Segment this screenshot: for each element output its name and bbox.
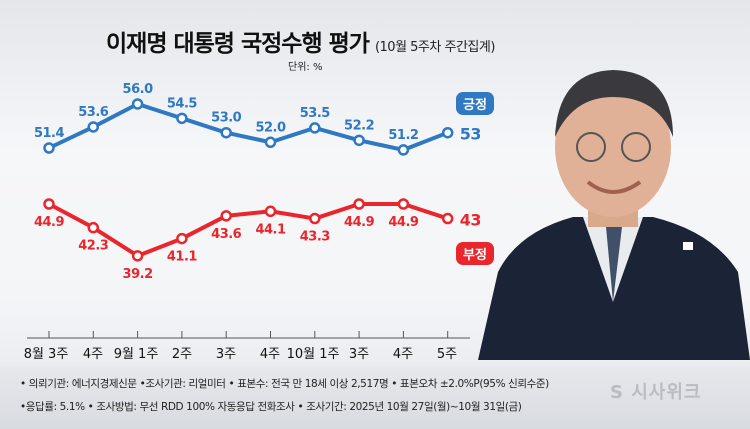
x-tick-label: 5주	[437, 347, 457, 362]
data-point	[131, 98, 144, 110]
x-tick-label: 4주	[83, 347, 103, 362]
data-label: 53.6	[78, 105, 109, 120]
x-tick-label: 8월 3주	[24, 347, 69, 362]
data-point	[43, 198, 55, 210]
x-tick-label: 10월 1주	[287, 347, 340, 362]
data-point	[220, 210, 232, 222]
series-line	[48, 101, 449, 152]
data-label: 39.2	[123, 267, 153, 282]
data-point	[441, 126, 454, 139]
data-point	[176, 232, 188, 245]
data-point	[353, 134, 365, 147]
president-photo	[478, 42, 750, 360]
title-text: 이재명 대통령 국정수행 평가	[106, 31, 370, 57]
data-label: 43.3	[460, 211, 480, 230]
x-tick-label: 9월 1주	[114, 347, 159, 362]
series-line	[48, 202, 449, 258]
data-point	[176, 112, 188, 125]
data-point	[220, 126, 232, 139]
data-point	[43, 142, 55, 154]
logo: S 시사위크	[610, 382, 702, 403]
x-tick-label: 4주	[260, 347, 280, 362]
data-label: 43.6	[211, 227, 242, 242]
data-label: 53.5	[300, 106, 331, 121]
unit-label: 단위: %	[288, 62, 323, 73]
data-label: 51.2	[388, 128, 418, 143]
line-chart: 8월 3주 4주 9월 1주 2주 3주 4주 10월 1주 3주 4주 5주 51.4 53.6 5…	[24, 82, 480, 362]
x-tick-label: 3주	[349, 347, 369, 362]
x-axis: 8월 3주 4주 9월 1주 2주 3주 4주 10월 1주 3주 4주 5주	[24, 331, 470, 362]
data-point	[353, 198, 365, 210]
data-label: 54.5	[167, 96, 198, 111]
footer: • 의뢰기관: 에너지경제신문 •조사기관: 리얼미터 • 표본수: 전국 만 …	[0, 366, 750, 429]
data-label: 52.0	[255, 120, 286, 135]
data-label: 44.9	[388, 215, 419, 230]
footnote-1: • 의뢰기관: 에너지경제신문 •조사기관: 리얼미터 • 표본수: 전국 만 …	[20, 378, 549, 390]
data-point	[131, 250, 144, 262]
data-point	[87, 221, 100, 234]
data-point	[264, 136, 277, 149]
chart-title: 이재명 대통령 국정수행 평가 (10월 5주차 주간집계)	[106, 24, 495, 58]
data-label: 41.1	[167, 250, 198, 265]
data-point	[309, 122, 321, 134]
data-label: 52.2	[344, 118, 374, 133]
data-label: 44.9	[34, 215, 65, 230]
legend-negative: 부정	[456, 242, 494, 265]
data-label: 42.3	[78, 239, 109, 254]
x-tick-label: 4주	[393, 347, 413, 362]
data-point	[309, 212, 321, 225]
data-point	[441, 212, 454, 225]
data-label: 51.4	[34, 126, 65, 141]
x-tick-label: 3주	[216, 347, 236, 362]
data-label: 53.0	[460, 125, 480, 144]
footnote-2: •응답률: 5.1% • 조사방법: 무선 RDD 100% 자동응답 전화조사…	[20, 401, 522, 413]
legend-positive: 긍정	[456, 92, 494, 115]
data-point	[87, 121, 100, 133]
data-label: 56.0	[123, 82, 154, 97]
subtitle: (10월 5주차 주간집계)	[374, 40, 495, 55]
data-label: 44.1	[255, 222, 286, 237]
data-label: 53.0	[211, 111, 242, 126]
data-point	[397, 198, 410, 210]
data-point	[264, 205, 277, 218]
data-point	[397, 144, 410, 156]
x-tick-label: 2주	[172, 347, 192, 362]
data-label: 44.9	[344, 215, 375, 230]
data-label: 43.3	[300, 230, 331, 245]
